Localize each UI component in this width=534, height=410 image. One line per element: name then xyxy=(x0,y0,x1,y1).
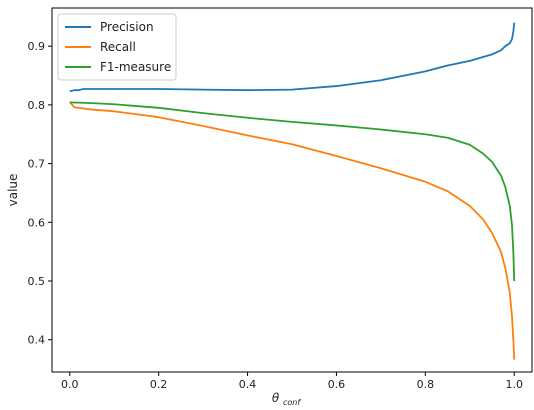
x-tick-label: 0.0 xyxy=(61,378,79,391)
x-tick-label: 0.4 xyxy=(239,378,257,391)
axis-ticks: 0.0 0.2 0.4 0.6 0.8 1.0 0.4 0.5 0.6 0.7 0.8 0.9 xyxy=(28,40,523,391)
series-line-f1-measure xyxy=(69,101,516,282)
axes-frame xyxy=(51,7,533,373)
y-tick-label: 0.8 xyxy=(28,99,46,112)
legend-box xyxy=(57,13,177,81)
x-axis-title-subscript: conf xyxy=(283,398,301,407)
x-tick-label: 0.2 xyxy=(150,378,168,391)
y-axis-title: value xyxy=(6,174,20,207)
legend-items: Precision Recall F1-measure xyxy=(65,20,171,74)
legend-label-precision: Precision xyxy=(100,20,154,34)
y-tick-label: 0.9 xyxy=(28,40,46,53)
x-tick-label: 0.6 xyxy=(328,378,346,391)
y-tick-label: 0.7 xyxy=(28,158,46,171)
x-axis-title-symbol: θ xyxy=(272,391,280,405)
x-axis-title: θ conf xyxy=(272,391,302,407)
series-line-recall xyxy=(69,101,516,360)
y-tick-label: 0.5 xyxy=(28,275,46,288)
x-tick-label: 0.8 xyxy=(417,378,435,391)
y-tick-label: 0.4 xyxy=(28,334,46,347)
legend-label-recall: Recall xyxy=(100,40,136,54)
y-tick-label: 0.6 xyxy=(28,216,46,229)
x-tick-label: 1.0 xyxy=(505,378,523,391)
legend-label-f1-measure: F1-measure xyxy=(100,60,171,74)
series-line-precision xyxy=(69,22,516,93)
series-lines xyxy=(69,22,516,360)
legend: Precision Recall F1-measure xyxy=(57,13,177,81)
